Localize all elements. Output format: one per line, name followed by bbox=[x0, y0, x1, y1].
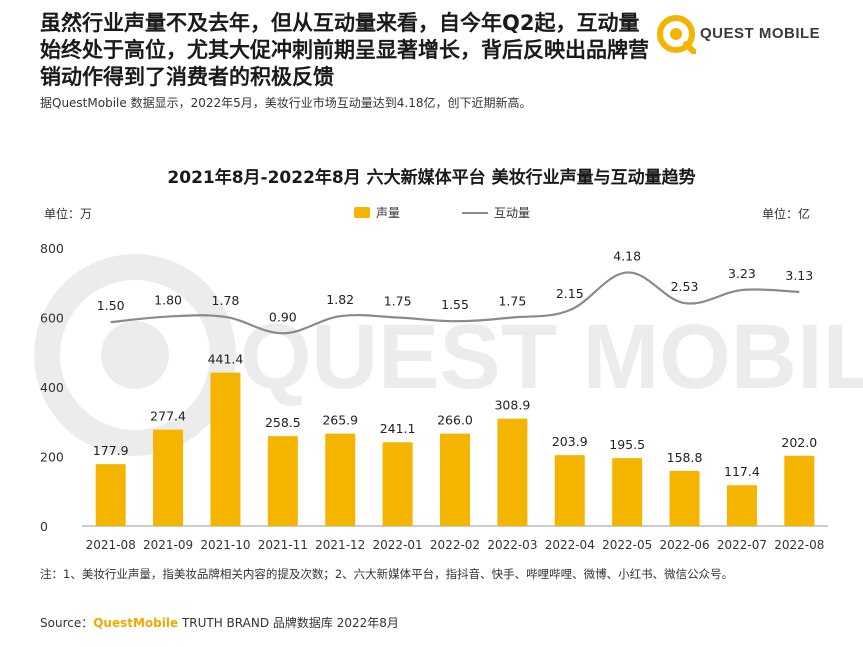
bar-value-label: 195.5 bbox=[609, 437, 645, 452]
bar-value-label: 266.0 bbox=[437, 413, 473, 428]
summary-line: 据QuestMobile 数据显示，2022年5月，美妆行业市场互动量达到4.1… bbox=[40, 96, 532, 110]
bar bbox=[325, 433, 356, 526]
legend-label-volume: 声量 bbox=[376, 206, 401, 220]
line-value-label: 1.80 bbox=[154, 293, 182, 308]
x-tick-label: 2022-08 bbox=[774, 538, 824, 552]
bar bbox=[267, 436, 298, 526]
bar bbox=[440, 433, 470, 526]
bar bbox=[153, 429, 184, 526]
bar bbox=[554, 455, 585, 526]
bar-value-label: 308.9 bbox=[494, 398, 530, 413]
chart-title: 2021年8月-2022年8月 六大新媒体平台 美妆行业声量与互动量趋势 bbox=[167, 168, 696, 188]
bar-value-label: 177.9 bbox=[93, 443, 129, 458]
bar-value-label: 158.8 bbox=[667, 450, 703, 465]
bar bbox=[669, 470, 700, 526]
bar bbox=[612, 458, 643, 526]
line-value-label: 2.15 bbox=[556, 286, 584, 301]
legend-item-volume: 声量 bbox=[354, 204, 400, 221]
y-tick-label: 800 bbox=[40, 241, 64, 256]
legend-swatch-line bbox=[462, 212, 488, 214]
bar-value-label: 441.4 bbox=[208, 352, 244, 367]
source-suffix: TRUTH BRAND 品牌数据库 2022年8月 bbox=[178, 616, 399, 630]
watermark-logo: QUEST MOBILE bbox=[34, 254, 863, 456]
line-value-label: 1.75 bbox=[384, 294, 412, 309]
line-value-label: 1.75 bbox=[498, 294, 526, 309]
y-tick-label: 200 bbox=[40, 450, 64, 465]
x-tick-label: 2022-04 bbox=[545, 538, 595, 552]
x-tick-label: 2022-06 bbox=[659, 538, 709, 552]
interaction-line bbox=[110, 271, 800, 335]
x-tick-label: 2021-11 bbox=[258, 538, 308, 552]
line-value-label: 0.90 bbox=[269, 309, 297, 324]
y-tick-label: 0 bbox=[40, 519, 48, 534]
bar-value-label: 258.5 bbox=[265, 415, 301, 430]
line-value-label: 1.50 bbox=[97, 298, 125, 313]
bar-value-label: 277.4 bbox=[150, 409, 186, 424]
source-line: Source：QuestMobile TRUTH BRAND 品牌数据库 202… bbox=[40, 614, 399, 631]
x-tick-label: 2022-07 bbox=[717, 538, 767, 552]
x-tick-label: 2021-08 bbox=[86, 538, 136, 552]
y-tick-label: 600 bbox=[40, 311, 64, 326]
legend-label-interaction: 互动量 bbox=[494, 206, 531, 220]
line-value-label: 3.23 bbox=[728, 266, 756, 281]
logo-text: QUEST MOBILE bbox=[700, 25, 821, 42]
y-tick-label: 400 bbox=[40, 380, 64, 395]
bar bbox=[382, 442, 413, 526]
footnote: 注：1、美妆行业声量，指美妆品牌相关内容的提及次数；2、六大新媒体平台，指抖音、… bbox=[40, 567, 734, 581]
right-axis-unit: 单位：亿 bbox=[762, 207, 811, 221]
line-value-label: 2.53 bbox=[671, 279, 699, 294]
bar-value-label: 241.1 bbox=[380, 421, 416, 436]
bar bbox=[726, 485, 757, 526]
bar bbox=[210, 372, 241, 526]
x-tick-label: 2021-09 bbox=[143, 538, 193, 552]
x-tick-label: 2021-12 bbox=[315, 538, 365, 552]
x-tick-label: 2022-02 bbox=[430, 538, 480, 552]
x-tick-label: 2022-03 bbox=[487, 538, 537, 552]
line-value-label: 1.78 bbox=[212, 293, 240, 308]
legend-swatch-bar bbox=[354, 207, 370, 218]
x-tick-label: 2022-05 bbox=[602, 538, 652, 552]
bar bbox=[784, 455, 815, 526]
bar-value-label: 117.4 bbox=[724, 464, 760, 479]
x-tick-label: 2022-01 bbox=[373, 538, 423, 552]
x-tick-label: 2021-10 bbox=[200, 538, 250, 552]
bar-value-label: 265.9 bbox=[322, 413, 358, 428]
left-axis-unit: 单位：万 bbox=[44, 207, 93, 221]
brand-logo: QUEST MOBILE bbox=[656, 12, 836, 56]
line-value-label: 1.82 bbox=[326, 292, 354, 307]
bar-value-label: 202.0 bbox=[781, 435, 817, 450]
line-value-label: 1.55 bbox=[441, 297, 469, 312]
bar-value-label: 203.9 bbox=[552, 434, 588, 449]
source-brand: QuestMobile bbox=[93, 616, 179, 630]
headline: 虽然行业声量不及去年，但从互动量来看，自今年Q2起，互动量始终处于高位，尤其大促… bbox=[40, 11, 649, 89]
bar bbox=[95, 464, 126, 526]
quest-mobile-logo-icon bbox=[657, 15, 696, 54]
legend-item-interaction: 互动量 bbox=[462, 204, 530, 221]
bar bbox=[497, 418, 528, 526]
line-value-label: 3.13 bbox=[785, 268, 813, 283]
watermark-text: QUEST MOBILE bbox=[240, 306, 863, 408]
line-value-label: 4.18 bbox=[613, 248, 641, 263]
source-prefix: Source： bbox=[40, 616, 94, 630]
